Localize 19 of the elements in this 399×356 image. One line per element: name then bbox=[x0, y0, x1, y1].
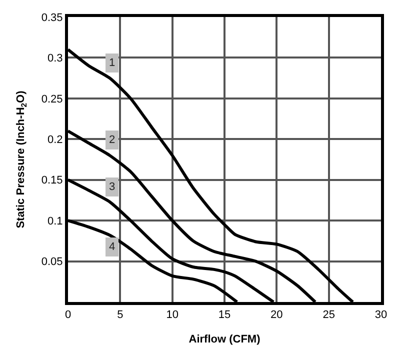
y-tick-label: 0.25 bbox=[41, 93, 63, 106]
x-tick-label: 30 bbox=[374, 309, 388, 322]
x-axis-title: Airflow (CFM) bbox=[188, 333, 261, 346]
x-tick-label: 15 bbox=[218, 309, 231, 322]
x-tick-label: 5 bbox=[117, 309, 124, 322]
x-tick-label: 20 bbox=[270, 309, 283, 322]
y-tick-label: 0.15 bbox=[41, 174, 63, 187]
y-tick-label: 0.1 bbox=[48, 215, 63, 228]
x-tick-label: 10 bbox=[166, 309, 178, 322]
series-label: 2 bbox=[109, 134, 116, 146]
y-tick-label: 0.05 bbox=[41, 256, 63, 268]
series-label: 4 bbox=[109, 241, 116, 253]
y-tick-label: 0.3 bbox=[48, 52, 63, 65]
x-tick-label: 25 bbox=[322, 309, 335, 322]
x-tick-label: 0 bbox=[64, 309, 72, 322]
y-tick-label: 0.2 bbox=[48, 134, 63, 146]
series-label: 3 bbox=[109, 181, 116, 193]
y-tick-label: 0.35 bbox=[41, 12, 63, 24]
series-label: 1 bbox=[109, 57, 116, 69]
